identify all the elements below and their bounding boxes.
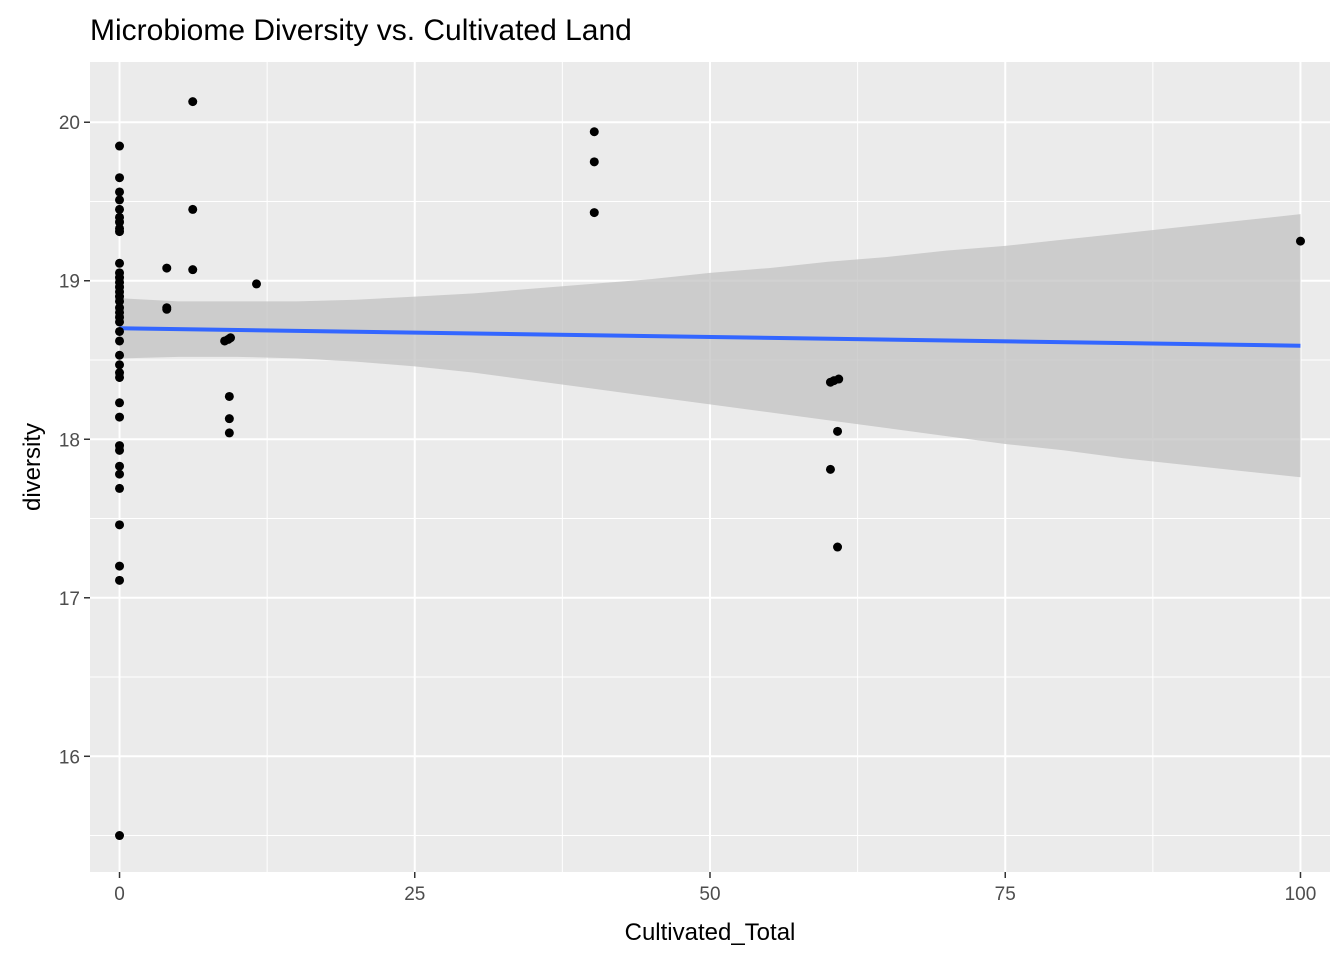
data-point [115, 258, 125, 268]
data-point [115, 469, 125, 479]
data-point [115, 831, 125, 841]
x-axis-ticks: 0 25 50 75 100 [114, 872, 1316, 905]
x-tick-label: 0 [114, 884, 125, 905]
x-tick-label: 25 [404, 884, 425, 905]
data-point [115, 561, 125, 571]
data-point [224, 391, 234, 401]
data-point [115, 520, 125, 530]
data-point [115, 483, 125, 493]
data-points [115, 97, 1305, 841]
data-point [833, 426, 843, 436]
data-point [115, 204, 125, 214]
data-point [226, 333, 236, 343]
data-point [115, 398, 125, 408]
regression-line [119, 326, 1301, 348]
y-tick-label: 18 [59, 430, 80, 451]
y-tick-label: 17 [59, 589, 80, 610]
confidence-band [119, 214, 1301, 478]
data-point [115, 372, 125, 382]
confidence-band-layer [119, 214, 1301, 478]
x-tick-label: 50 [699, 884, 720, 905]
x-tick-label: 75 [995, 884, 1016, 905]
data-point [188, 204, 198, 214]
data-point [589, 157, 599, 167]
data-point [115, 336, 125, 346]
x-tick-label: 100 [1285, 884, 1317, 905]
data-point [115, 445, 125, 455]
data-point [825, 464, 835, 474]
data-point [115, 217, 125, 227]
data-point [115, 461, 125, 471]
data-point [834, 374, 844, 384]
data-point [115, 227, 125, 237]
data-point [188, 97, 198, 107]
y-tick-label: 16 [59, 747, 80, 768]
data-point [115, 296, 125, 306]
fit-line-layer [119, 326, 1301, 348]
data-point [115, 317, 125, 327]
data-point [115, 195, 125, 205]
y-tick-label: 19 [59, 272, 80, 293]
data-point [224, 414, 234, 424]
y-tick-label: 20 [59, 113, 80, 134]
data-point [589, 127, 599, 137]
data-point [224, 428, 234, 438]
data-point [115, 575, 125, 585]
data-point [115, 326, 125, 336]
data-point [115, 360, 125, 370]
x-axis-title: Cultivated_Total [625, 919, 796, 946]
data-point [589, 208, 599, 218]
y-axis-title: diversity [19, 423, 46, 511]
data-point [1295, 236, 1305, 246]
data-point [115, 412, 125, 422]
data-point [833, 542, 843, 552]
data-point [115, 173, 125, 183]
data-point [115, 187, 125, 197]
data-point [252, 279, 262, 289]
data-point [115, 141, 125, 151]
data-point [188, 265, 198, 275]
y-axis-ticks: 16 17 18 19 20 [59, 113, 90, 768]
chart-title: Microbiome Diversity vs. Cultivated Land [90, 14, 632, 47]
data-point [115, 350, 125, 360]
data-point [162, 304, 172, 314]
data-point [162, 263, 172, 273]
